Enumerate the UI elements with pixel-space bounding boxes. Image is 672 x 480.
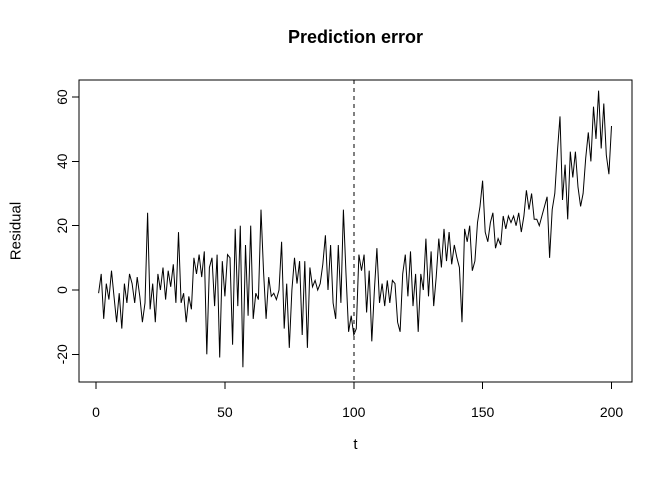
x-tick-label: 200 <box>600 404 624 420</box>
x-tick-label: 50 <box>217 404 233 420</box>
y-tick-label: 0 <box>54 286 70 294</box>
x-tick-label: 150 <box>471 404 495 420</box>
x-tick-label: 100 <box>342 404 366 420</box>
y-tick-label: -20 <box>54 344 70 364</box>
x-tick-label: 0 <box>92 404 100 420</box>
plot-border <box>78 79 633 383</box>
y-tick-label: 20 <box>54 218 70 234</box>
x-axis-label: t <box>353 436 358 453</box>
residual-series-line <box>98 90 612 368</box>
y-axis-label: Residual <box>7 201 25 261</box>
y-tick-label: 60 <box>54 89 70 105</box>
y-tick-label: 40 <box>54 153 70 169</box>
chart-title: Prediction error <box>287 27 424 47</box>
